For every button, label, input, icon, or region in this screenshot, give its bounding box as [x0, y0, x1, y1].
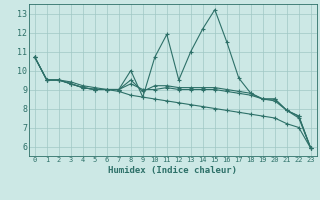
X-axis label: Humidex (Indice chaleur): Humidex (Indice chaleur): [108, 166, 237, 175]
